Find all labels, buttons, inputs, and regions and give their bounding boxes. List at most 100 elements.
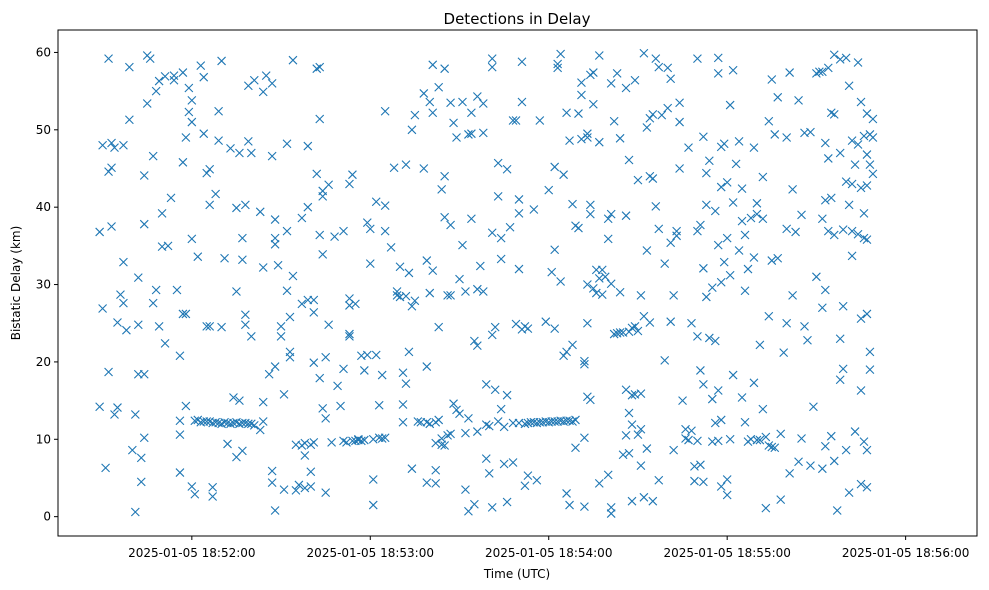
data-point <box>782 133 792 142</box>
data-point <box>440 441 450 450</box>
data-point <box>249 420 259 430</box>
data-point <box>838 301 848 311</box>
data-point <box>282 139 292 149</box>
y-tick-label: 20 <box>36 355 51 369</box>
data-point <box>618 450 628 460</box>
data-point <box>232 287 241 296</box>
data-point <box>255 207 265 217</box>
data-point <box>309 308 319 317</box>
data-point <box>374 400 384 410</box>
points-layer <box>95 48 878 518</box>
data-point <box>862 235 872 245</box>
data-point <box>428 266 438 276</box>
data-point <box>187 96 197 105</box>
data-point <box>493 158 503 168</box>
data-point <box>868 133 878 142</box>
data-point <box>773 253 783 263</box>
data-point <box>169 71 179 81</box>
data-point <box>856 183 866 193</box>
data-point <box>574 223 583 233</box>
data-point <box>425 419 435 429</box>
data-point <box>609 116 619 126</box>
data-point <box>359 435 369 445</box>
data-point <box>806 461 815 470</box>
data-point <box>862 150 872 159</box>
data-point <box>502 497 512 507</box>
data-point <box>398 400 408 409</box>
data-point <box>559 170 568 180</box>
data-point <box>380 106 390 116</box>
data-point <box>368 500 378 510</box>
data-point <box>178 157 188 167</box>
data-point <box>859 437 869 446</box>
data-point <box>122 325 131 335</box>
data-point <box>823 226 833 236</box>
data-point <box>740 417 750 427</box>
data-point <box>794 96 803 105</box>
data-point <box>440 212 450 222</box>
data-point <box>181 309 191 319</box>
data-point <box>172 285 182 295</box>
data-point <box>404 347 414 357</box>
data-point <box>303 141 313 151</box>
data-point <box>814 67 824 77</box>
data-point <box>648 109 658 119</box>
data-point <box>422 362 432 371</box>
data-point <box>220 417 229 427</box>
data-point <box>666 74 676 84</box>
y-tick-label: 30 <box>36 278 51 292</box>
data-point <box>282 286 292 296</box>
data-point <box>710 206 720 216</box>
data-point <box>588 99 598 109</box>
data-point <box>627 496 637 506</box>
data-point <box>725 270 735 280</box>
data-point <box>627 420 637 429</box>
data-point <box>687 318 696 328</box>
data-point <box>270 215 280 224</box>
data-point <box>826 108 836 118</box>
data-point <box>829 109 839 119</box>
data-point <box>603 234 613 244</box>
data-point <box>345 331 354 341</box>
data-point <box>300 483 310 493</box>
data-point <box>633 175 643 185</box>
data-point <box>276 331 286 341</box>
data-point <box>306 482 316 491</box>
data-point <box>594 51 604 60</box>
data-point <box>270 362 280 371</box>
data-point <box>797 210 806 220</box>
data-point <box>832 506 842 515</box>
data-point <box>184 107 194 117</box>
data-point <box>437 184 447 194</box>
data-point <box>190 489 200 499</box>
data-point <box>588 284 598 293</box>
data-point <box>785 68 795 77</box>
data-point <box>568 199 577 209</box>
data-point <box>359 366 369 375</box>
data-point <box>487 502 497 512</box>
data-point <box>514 195 524 204</box>
data-point <box>487 330 497 340</box>
data-point <box>199 72 209 82</box>
data-point <box>240 200 250 210</box>
data-point <box>175 416 185 426</box>
data-point <box>809 402 818 412</box>
data-point <box>258 417 268 426</box>
data-point <box>502 164 512 174</box>
data-point <box>119 257 128 267</box>
data-point <box>737 184 747 193</box>
data-point <box>767 442 777 452</box>
data-point <box>672 226 682 236</box>
data-point <box>657 110 667 120</box>
data-point <box>365 259 375 269</box>
data-point <box>282 226 292 236</box>
data-point <box>829 230 839 240</box>
data-point <box>392 287 402 296</box>
data-point <box>431 438 441 448</box>
data-point <box>419 164 429 173</box>
data-point <box>636 424 646 434</box>
data-point <box>597 290 607 299</box>
data-point <box>606 78 616 88</box>
data-point <box>202 168 212 178</box>
